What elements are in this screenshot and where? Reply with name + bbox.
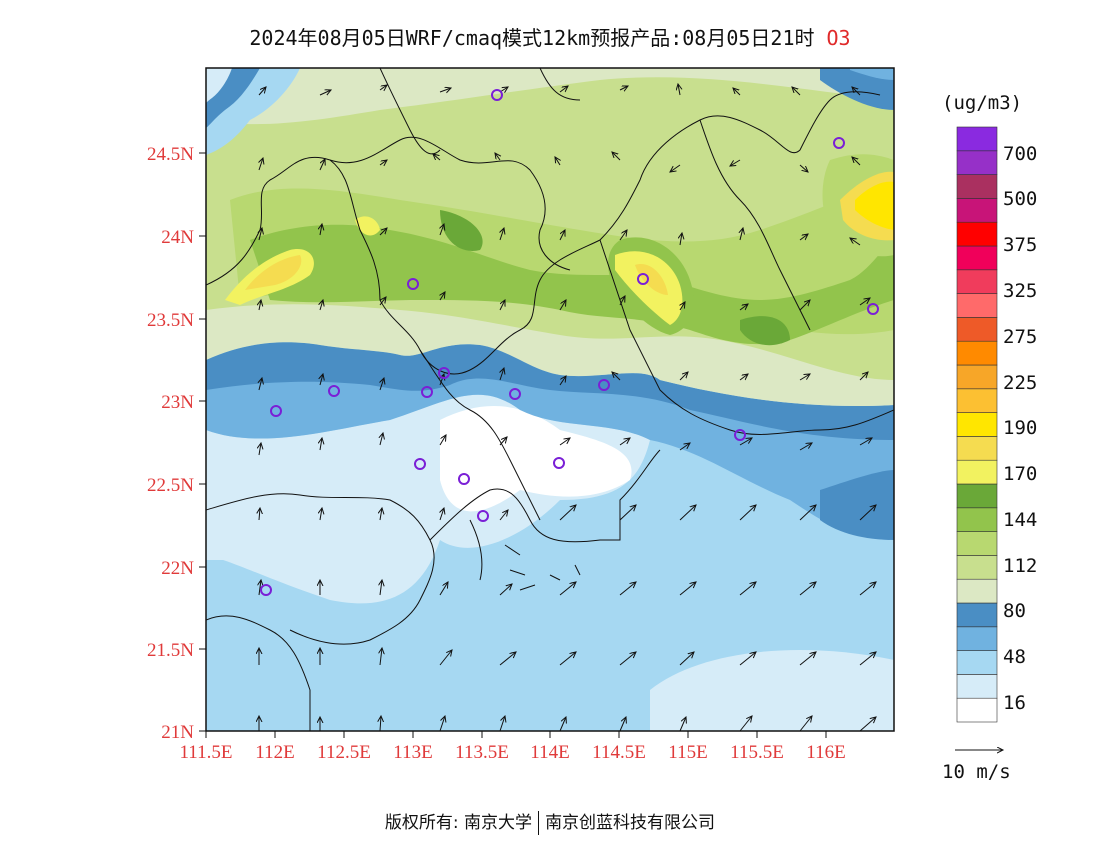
legend-swatch <box>956 364 998 390</box>
legend-swatch <box>956 245 998 271</box>
legend-swatch <box>956 388 998 413</box>
legend-label: 700 <box>1003 143 1037 165</box>
copyright-footer: 版权所有: 南京大学 南京创蓝科技有限公司 <box>0 808 1100 835</box>
legend-label: 80 <box>1003 600 1026 622</box>
lon-label: 112E <box>255 742 294 763</box>
legend-label: 16 <box>1003 692 1026 714</box>
legend-swatch <box>956 531 998 556</box>
legend-label: 225 <box>1003 372 1037 394</box>
legend-swatch <box>956 674 998 699</box>
legend-unit: (ug/m3) <box>942 92 1022 114</box>
legend-swatch <box>956 412 998 437</box>
legend-label: 170 <box>1003 463 1037 485</box>
latitude-labels: 24.5N 24N 23.5N 23N 22.5N 22N 21.5N 21N <box>147 144 194 743</box>
legend-swatch <box>956 555 998 580</box>
legend-swatch <box>956 697 998 723</box>
lon-label: 113.5E <box>455 742 509 763</box>
lat-label: 22.5N <box>147 475 194 496</box>
lon-label: 114.5E <box>592 742 646 763</box>
legend-label: 325 <box>1003 280 1037 302</box>
legend-colorbar <box>956 126 998 723</box>
footer-right: 南京创蓝科技有限公司 <box>545 813 716 833</box>
lon-label: 116E <box>806 742 845 763</box>
concentration-field <box>206 68 894 731</box>
wind-scale-label: 10 m/s <box>942 761 1011 783</box>
legend-swatch <box>956 221 998 247</box>
lat-label: 23N <box>161 392 194 413</box>
legend-label: 375 <box>1003 234 1037 256</box>
lat-label: 23.5N <box>147 310 194 331</box>
legend-swatch <box>956 174 998 199</box>
legend-labels: (ug/m3) 700 500 375 325 275 225 190 170 … <box>942 92 1037 783</box>
legend-swatch <box>956 626 998 651</box>
legend-swatch <box>956 150 998 175</box>
lon-label: 115E <box>668 742 707 763</box>
species-label: O3 <box>826 26 851 50</box>
lat-label: 21N <box>161 722 194 743</box>
lat-label: 24N <box>161 227 194 248</box>
legend-swatch <box>956 269 998 294</box>
legend-swatch <box>956 317 998 342</box>
longitude-labels: 111.5E 112E 112.5E 113E 113.5E 114E 114.… <box>180 742 846 763</box>
lon-label: 113E <box>393 742 432 763</box>
lat-label: 22N <box>161 558 194 579</box>
legend-swatch <box>956 483 998 509</box>
lon-label: 114E <box>530 742 569 763</box>
legend-swatch <box>956 507 998 532</box>
legend-swatch <box>956 198 998 223</box>
legend-label: 112 <box>1003 555 1037 577</box>
lon-label: 111.5E <box>180 742 233 763</box>
title-text: 2024年08月05日WRF/cmaq模式12km预报产品:08月05日21时 <box>249 26 815 50</box>
chart-title: 2024年08月05日WRF/cmaq模式12km预报产品:08月05日21时 O… <box>0 22 1100 51</box>
legend-swatch <box>956 602 998 628</box>
legend-swatch <box>956 126 998 152</box>
legend-swatch <box>956 340 998 366</box>
footer-separator <box>538 811 540 835</box>
legend-label: 275 <box>1003 326 1037 348</box>
station-markers <box>260 89 879 596</box>
lat-label: 21.5N <box>147 640 194 661</box>
legend-label: 48 <box>1003 646 1026 668</box>
legend-label: 190 <box>1003 417 1037 439</box>
legend-label: 144 <box>1003 509 1037 531</box>
footer-left: 版权所有: 南京大学 <box>384 813 533 833</box>
lon-label: 112.5E <box>317 742 371 763</box>
legend-swatch <box>956 578 998 604</box>
lon-label: 115.5E <box>730 742 784 763</box>
legend-swatch <box>956 293 998 318</box>
axis-ticks <box>199 152 827 738</box>
legend-swatch <box>956 650 998 675</box>
boundaries <box>206 68 894 731</box>
lat-label: 24.5N <box>147 144 194 165</box>
legend-swatch <box>956 459 998 485</box>
wind-arrows <box>259 84 876 732</box>
legend-label: 500 <box>1003 188 1037 210</box>
legend-swatch <box>956 436 998 461</box>
